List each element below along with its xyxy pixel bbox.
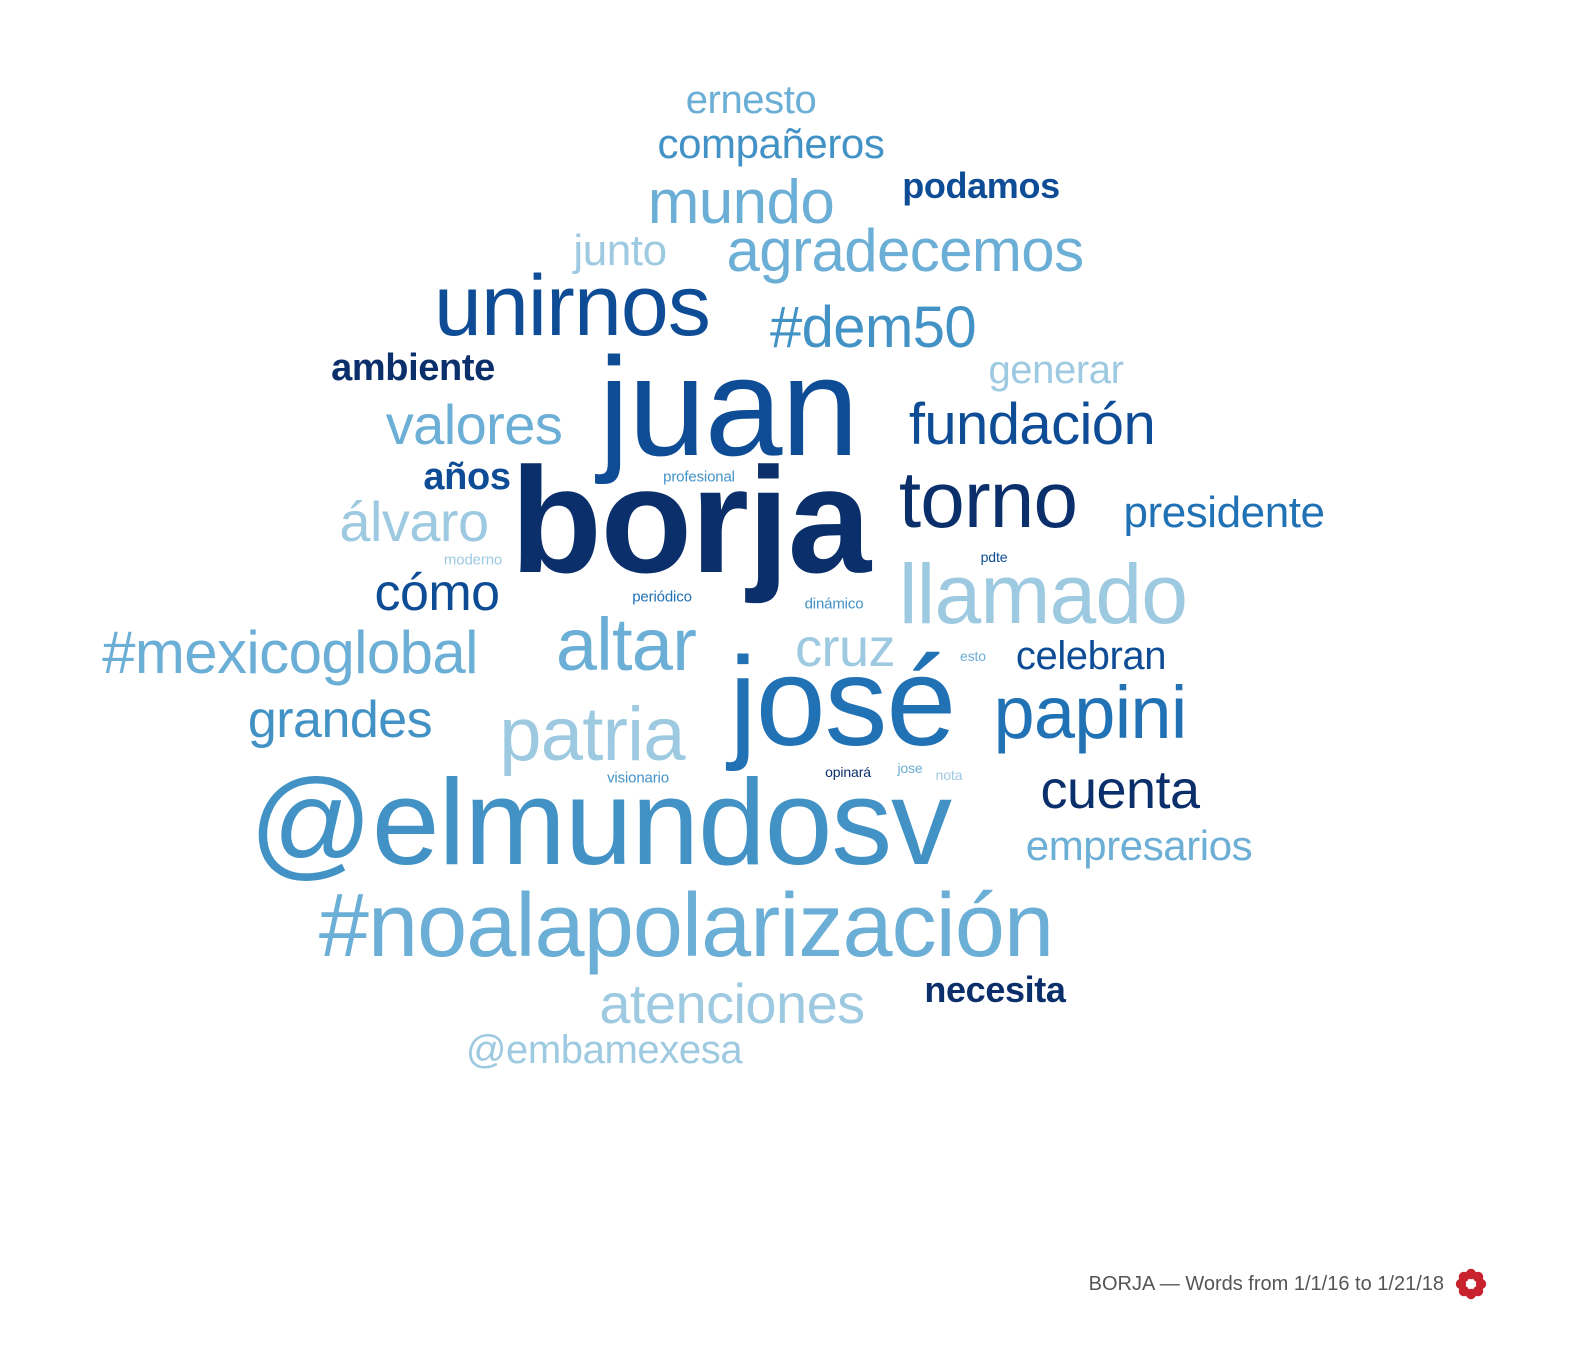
cloud-word: atenciones <box>599 972 865 1035</box>
cloud-word: dinámico <box>804 595 864 613</box>
cloud-word: periódico <box>632 588 692 606</box>
cloud-word: esto <box>960 648 986 664</box>
cloud-word: jose <box>897 760 923 776</box>
flower-logo-icon <box>1454 1267 1488 1301</box>
cloud-word: celebran <box>1015 634 1167 678</box>
cloud-word: moderno <box>443 551 503 569</box>
cloud-word: visionario <box>607 769 669 787</box>
cloud-word: borja <box>510 436 871 604</box>
footer-caption: BORJA — Words from 1/1/16 to 1/21/18 <box>1088 1272 1444 1295</box>
cloud-word: unirnos <box>433 258 711 354</box>
cloud-word: josé <box>728 631 956 772</box>
cloud-word: profesional <box>663 468 735 486</box>
cloud-word: cruz <box>795 618 895 678</box>
cloud-word: pdte <box>980 549 1008 565</box>
cloud-word: fundación <box>908 392 1156 457</box>
cloud-word: patria <box>499 692 685 777</box>
cloud-word: llamado <box>898 547 1188 641</box>
cloud-word: grandes <box>247 691 433 749</box>
cloud-word: altar <box>555 603 697 686</box>
cloud-word: @elmundosv <box>249 754 952 890</box>
cloud-word: ambiente <box>331 347 495 389</box>
cloud-word: @embamexesa <box>465 1028 743 1072</box>
cloud-word: años <box>423 456 511 498</box>
cloud-word: papini <box>993 671 1187 754</box>
cloud-word: opinará <box>825 764 871 780</box>
cloud-word: generar <box>988 348 1124 392</box>
cloud-word: cuenta <box>1040 760 1200 820</box>
cloud-word: necesita <box>924 969 1066 1010</box>
cloud-word: junto <box>573 226 667 275</box>
cloud-word: #mexicoglobal <box>102 619 478 686</box>
cloud-word: empresarios <box>1025 822 1253 869</box>
cloud-word: torno <box>898 455 1078 544</box>
cloud-word: valores <box>385 393 563 456</box>
cloud-word: presidente <box>1123 488 1325 537</box>
footer-caption-row: BORJA — Words from 1/1/16 to 1/21/18 <box>1089 1267 1488 1301</box>
cloud-word: #dem50 <box>769 295 977 360</box>
cloud-word: mundo <box>647 168 835 237</box>
cloud-word: nota <box>935 767 963 783</box>
cloud-word: compañeros <box>657 120 885 167</box>
cloud-word: podamos <box>902 165 1060 206</box>
cloud-word: ernesto <box>685 78 817 122</box>
cloud-word: álvaro <box>339 490 489 553</box>
cloud-word: agradecemos <box>726 217 1085 284</box>
cloud-word: #noalapolarización <box>318 876 1054 976</box>
cloud-word: juan <box>598 328 858 485</box>
cloud-word: cómo <box>374 564 500 622</box>
